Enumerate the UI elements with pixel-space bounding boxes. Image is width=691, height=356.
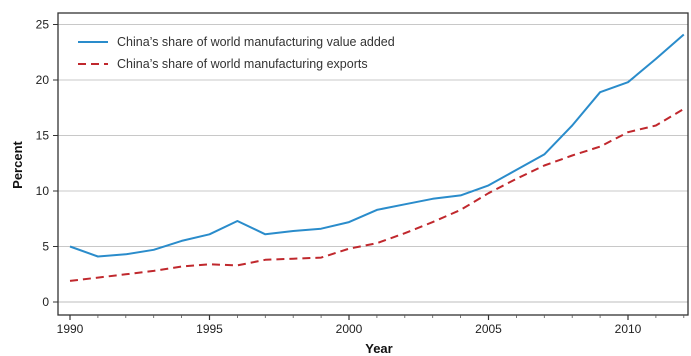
legend-label-2: China’s share of world manufacturing exp… bbox=[117, 57, 368, 71]
series-line-2 bbox=[69, 108, 685, 282]
y-tick-label-5: 5 bbox=[42, 240, 49, 254]
legend-label-1: China’s share of world manufacturing val… bbox=[117, 35, 395, 49]
tick-labels: 0 5 10 15 20 25 1990 1995 2000 2005 2010 bbox=[36, 18, 642, 337]
x-tick-label-2005: 2005 bbox=[475, 322, 502, 336]
y-tick-label-15: 15 bbox=[36, 129, 50, 143]
axes bbox=[53, 12, 689, 320]
series-line-1 bbox=[69, 33, 685, 258]
y-axis-label: Percent bbox=[10, 140, 25, 188]
series-lines bbox=[69, 33, 685, 282]
x-tick-label-2000: 2000 bbox=[336, 322, 363, 336]
x-tick-label-2010: 2010 bbox=[615, 322, 642, 336]
y-tick-label-0: 0 bbox=[42, 295, 49, 309]
grid-lines bbox=[58, 24, 688, 303]
plot-frame bbox=[57, 12, 689, 316]
legend: China’s share of world manufacturing val… bbox=[78, 35, 395, 71]
y-tick-label-20: 20 bbox=[36, 73, 50, 87]
x-tick-label-1990: 1990 bbox=[57, 322, 84, 336]
x-axis-label: Year bbox=[365, 341, 392, 356]
y-tick-label-10: 10 bbox=[36, 184, 50, 198]
x-tick-label-1995: 1995 bbox=[196, 322, 223, 336]
y-tick-label-25: 25 bbox=[36, 18, 50, 32]
